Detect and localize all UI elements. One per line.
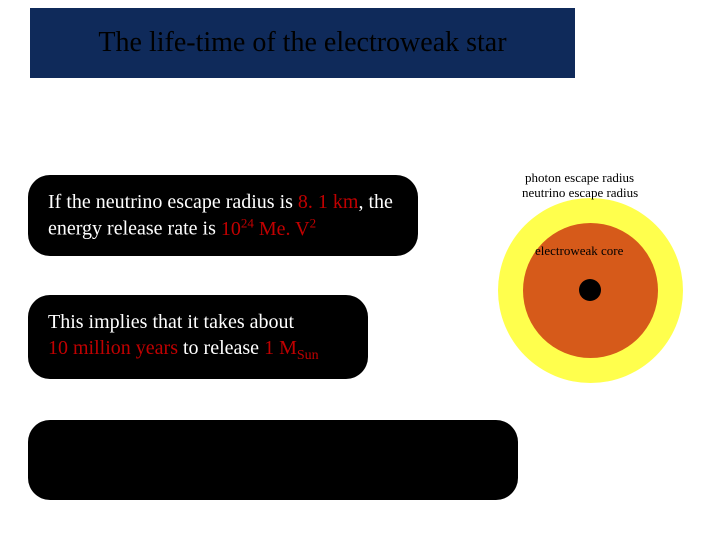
text: to release (178, 337, 264, 359)
value-mass: 1 MSun (264, 337, 319, 359)
value-years: 10 million years (48, 337, 178, 359)
text-caveat: (provided that all the available quark f… (48, 460, 498, 486)
text: This implies that it takes about (48, 309, 348, 335)
value-radius: 8. 1 km (298, 191, 359, 213)
label-photon-escape: photon escape radius (525, 170, 634, 186)
text: If the neutrino escape radius is (48, 191, 298, 213)
label-electroweak-core: electroweak core (535, 243, 623, 259)
electroweak-core-circle (579, 279, 601, 301)
box-conclusion: This is the minimal life-time of the ele… (28, 420, 518, 500)
value-energy: 1024 Me. V2 (221, 218, 316, 240)
label-neutrino-escape: neutrino escape radius (522, 185, 638, 201)
page-title: The life-time of the electroweak star (98, 27, 506, 59)
box-time-estimate: This implies that it takes about 10 mill… (28, 295, 368, 379)
box-neutrino-radius: If the neutrino escape radius is 8. 1 km… (28, 175, 418, 256)
star-diagram: photon escape radius neutrino escape rad… (480, 160, 700, 380)
title-bar: The life-time of the electroweak star (30, 8, 575, 78)
text-line: 10 million years to release 1 MSun (48, 335, 348, 365)
text: This is the minimal life-time of the ele… (48, 434, 498, 460)
